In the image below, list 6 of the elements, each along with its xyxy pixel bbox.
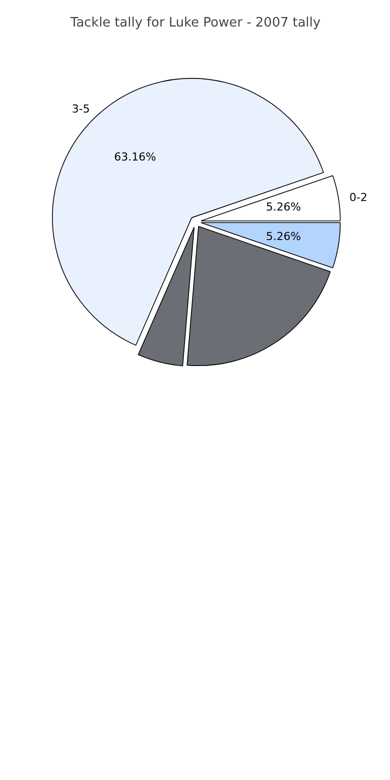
data-label: 5.26% (266, 230, 301, 243)
data-label: 63.16% (114, 150, 156, 164)
chart-title: Tackle tally for Luke Power - 2007 tally (69, 16, 321, 30)
slice-label: 0-2 (349, 190, 368, 204)
slice-label: 3-5 (72, 102, 90, 116)
data-label: 5.26% (266, 200, 301, 214)
